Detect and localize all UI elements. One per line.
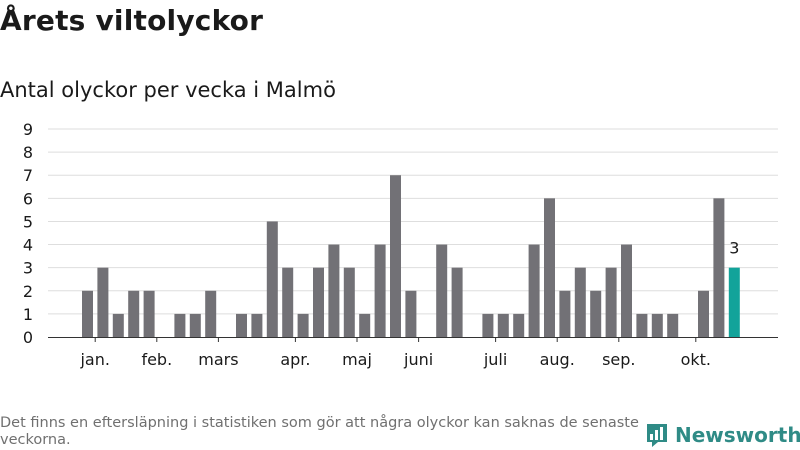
bar: [513, 313, 525, 337]
x-tick-label: mars: [198, 350, 238, 369]
y-tick-label: 4: [23, 236, 33, 255]
bar: [82, 290, 93, 337]
bar: [97, 267, 109, 337]
bar: [251, 313, 263, 337]
x-tick-label: aug.: [540, 350, 575, 369]
bar: [728, 267, 740, 337]
bar: [143, 290, 155, 337]
bar: [359, 313, 371, 337]
bar: [112, 313, 124, 337]
bar: [174, 313, 186, 337]
bar: [236, 313, 247, 337]
bar: [544, 198, 555, 337]
bar-chart-icon: [647, 424, 667, 447]
data-label: 3: [729, 239, 739, 258]
y-tick-label: 7: [23, 166, 33, 185]
bar: [374, 244, 386, 337]
bar: [621, 244, 632, 337]
x-tick-label: feb.: [141, 350, 172, 369]
bar: [313, 267, 324, 337]
y-tick-label: 5: [23, 212, 33, 231]
bar: [297, 313, 309, 337]
bar: [128, 290, 140, 337]
bar: [205, 290, 217, 337]
x-tick-label: apr.: [280, 350, 310, 369]
bar: [189, 313, 201, 337]
bar: [328, 244, 340, 337]
bar: [266, 221, 278, 337]
x-tick-label: maj: [342, 350, 372, 369]
bar: [574, 267, 586, 337]
footnote: Det finns en eftersläpning i statistiken…: [0, 415, 639, 448]
x-tick-label: juni: [403, 350, 433, 369]
x-tick-label: juli: [483, 350, 507, 369]
chart-title: Årets viltolyckor: [0, 4, 264, 37]
y-tick-label: 6: [23, 189, 33, 208]
bar: [451, 267, 463, 337]
y-tick-label: 3: [23, 259, 33, 278]
bar: [482, 313, 494, 337]
brand-name: Newsworthy: [675, 423, 800, 447]
y-tick-label: 2: [23, 282, 33, 301]
x-tick-label: jan.: [79, 350, 109, 369]
bar: [590, 290, 602, 337]
y-tick-label: 1: [23, 305, 33, 324]
bar: [698, 290, 709, 337]
bar: [636, 313, 648, 337]
bar: [651, 313, 663, 337]
bar: [436, 244, 448, 337]
bar: [605, 267, 617, 337]
x-tick-label: sep.: [602, 350, 635, 369]
bar: [390, 175, 401, 337]
y-tick-label: 9: [23, 120, 33, 139]
chart-subtitle: Antal olyckor per vecka i Malmö: [0, 78, 336, 102]
bar: [713, 198, 725, 337]
bar: [559, 290, 571, 337]
y-tick-label: 0: [23, 328, 33, 347]
bar: [282, 267, 294, 337]
x-tick-label: okt.: [681, 350, 711, 369]
brand-logo[interactable]: Newsworthy: [645, 420, 800, 450]
bar: [528, 244, 540, 337]
bar: [667, 313, 679, 337]
bar: [343, 267, 355, 337]
bar: [497, 313, 509, 337]
bar: [405, 290, 417, 337]
y-tick-label: 8: [23, 143, 33, 162]
